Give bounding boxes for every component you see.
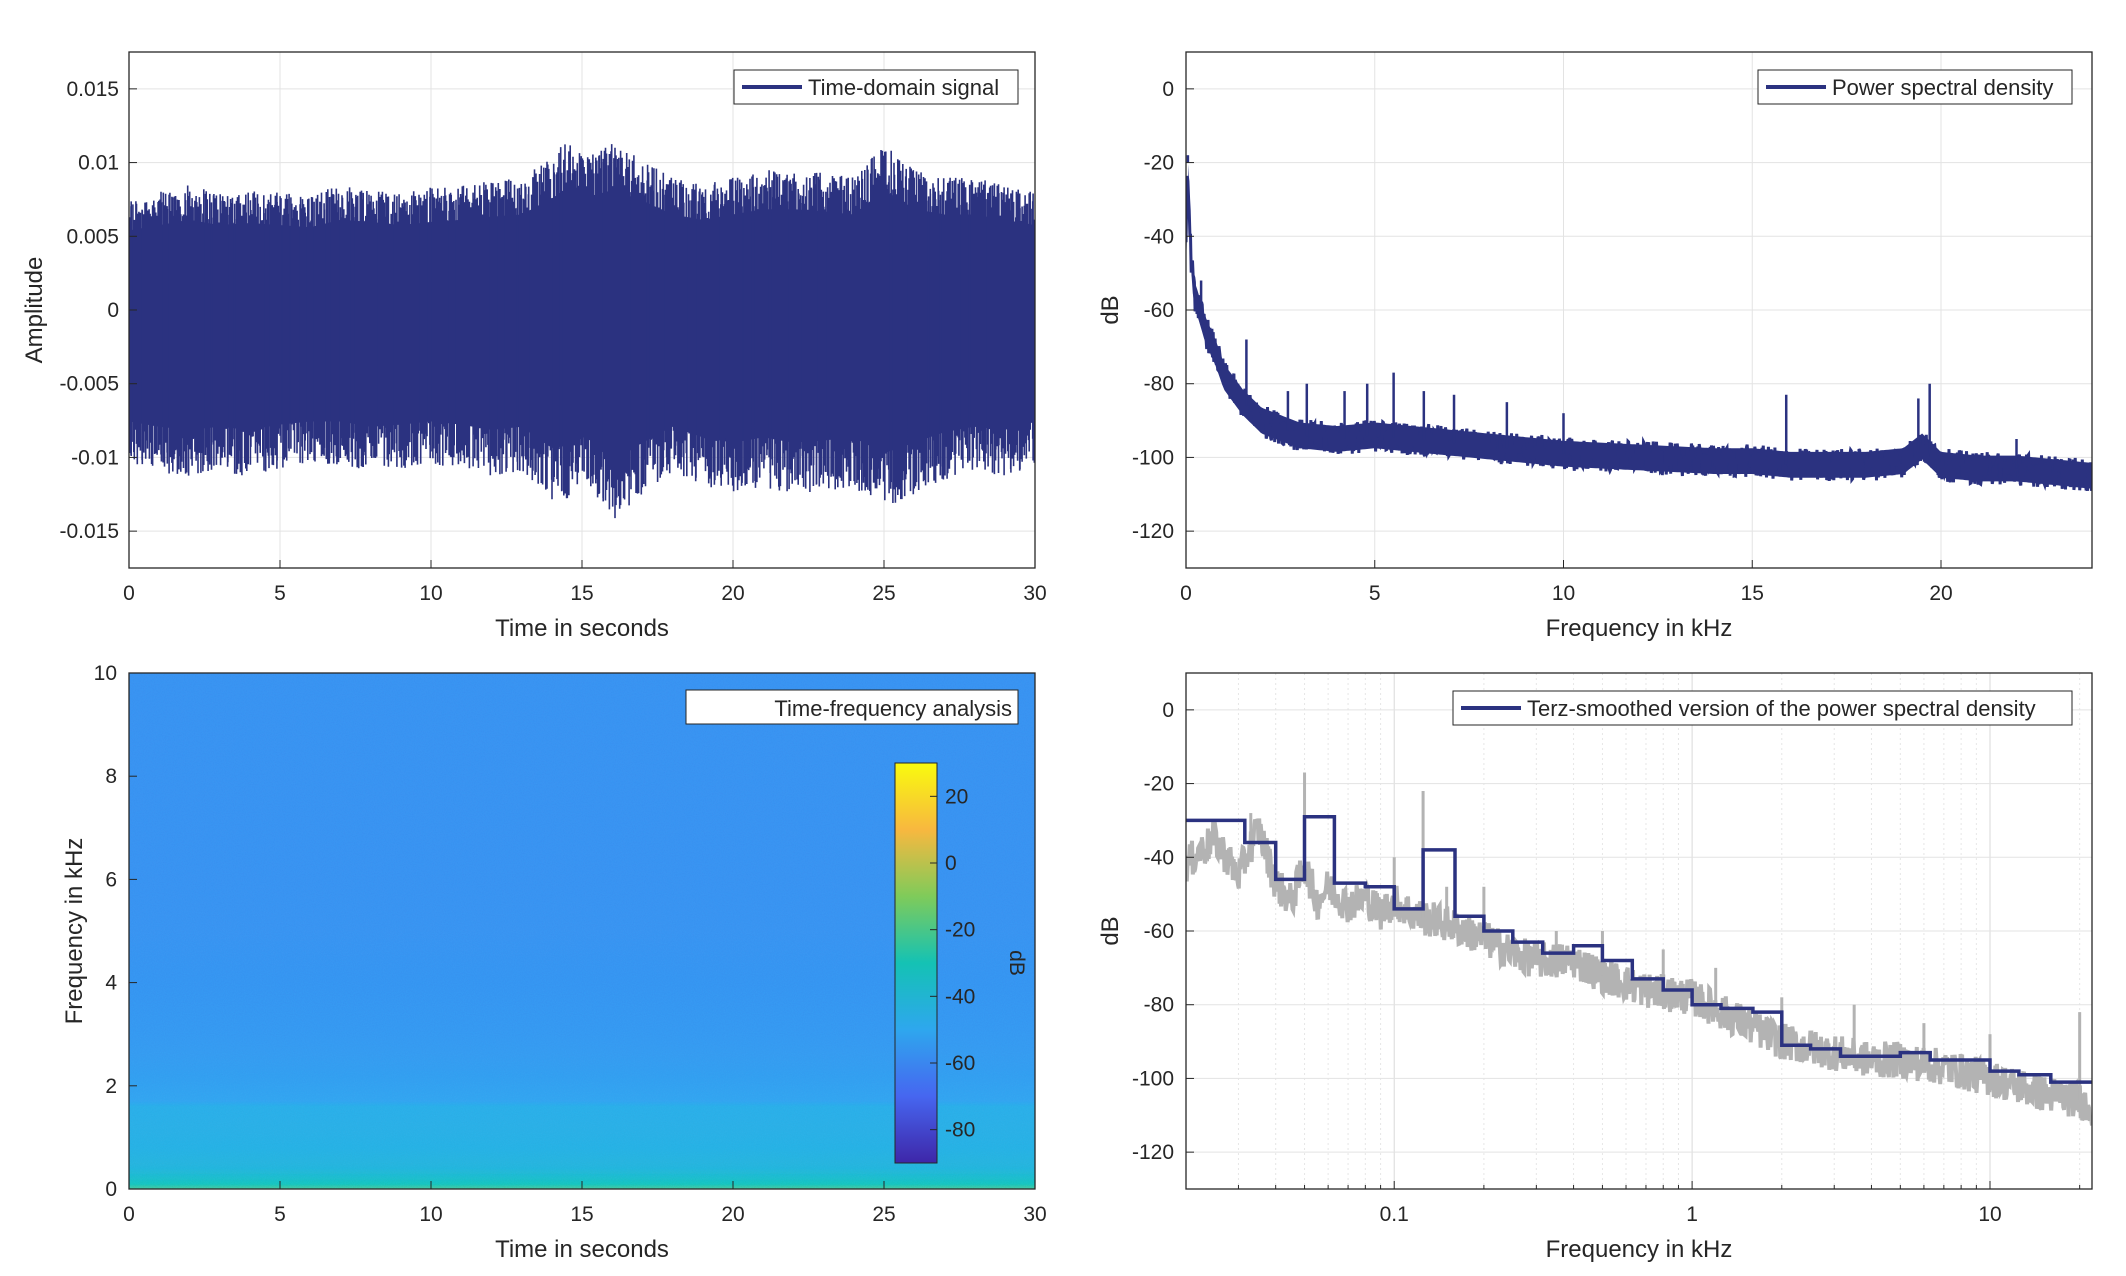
psd-ticks: 0 5 10 15 20 -120 -100 -80 -60 -40 -20 0 xyxy=(1132,78,1953,605)
time-domain-x-tick-label: 15 xyxy=(570,582,593,605)
psd-y-tick-label: -60 xyxy=(1144,299,1174,322)
terz-raw-psd-line xyxy=(1186,818,2092,1126)
psd-line xyxy=(1186,175,2092,492)
time-domain-y-tick-label: 0.01 xyxy=(78,152,119,175)
spectrogram-chart: 0 5 10 15 20 25 30 0 2 4 6 8 10 Time in seconds Freq… xyxy=(61,662,1047,1263)
colorbar-label: dB xyxy=(1005,950,1028,976)
spectrogram-legend: Time-frequency analysis xyxy=(685,689,1019,725)
terz-y-tick-label: -80 xyxy=(1144,994,1174,1017)
time-domain-ticks: 0 5 10 15 20 25 30 -0.015 -0.01 -0.005 0 0.005 0.01 0… xyxy=(59,78,1046,605)
terz-ticks: 0.1 1 10 -120 -100 -80 -60 -40 -20 0 xyxy=(1132,699,2081,1226)
spectrogram-y-tick-label: 10 xyxy=(94,662,117,685)
time-domain-y-tick-label: 0.015 xyxy=(66,78,119,101)
spectrogram-x-tick-label: 15 xyxy=(570,1203,593,1226)
time-domain-y-tick-label: 0.005 xyxy=(66,225,119,248)
spectrogram-ticks: 0 5 10 15 20 25 30 0 2 4 6 8 10 xyxy=(94,662,1047,1226)
spectrogram-x-tick-label: 25 xyxy=(872,1203,895,1226)
colorbar-gradient xyxy=(894,762,938,1164)
spectrogram-x-tick-label: 0 xyxy=(123,1203,135,1226)
psd-legend: Power spectral density xyxy=(1757,69,2073,105)
terz-x-tick-label: 1 xyxy=(1686,1203,1698,1226)
terz-y-tick-label: -40 xyxy=(1144,846,1174,869)
spectrogram-x-tick-label: 20 xyxy=(721,1203,744,1226)
terz-y-tick-label: -60 xyxy=(1144,920,1174,943)
psd-y-tick-label: -40 xyxy=(1144,225,1174,248)
terz-x-tick-label: 10 xyxy=(1978,1203,2001,1226)
terz-legend-label: Terz-smoothed version of the power spect… xyxy=(1527,696,2036,721)
psd-legend-label: Power spectral density xyxy=(1832,75,2053,100)
spectrogram-y-tick-label: 0 xyxy=(105,1178,117,1201)
psd-x-tick-label: 15 xyxy=(1741,582,1764,605)
colorbar-tick-label: 20 xyxy=(945,785,968,808)
time-domain-x-tick-label: 5 xyxy=(274,582,286,605)
time-domain-x-tick-label: 10 xyxy=(419,582,442,605)
time-domain-y-tick-label: 0 xyxy=(107,299,119,322)
terz-chart: 0.1 1 10 -120 -100 -80 -60 -40 -20 0 Frequency in… xyxy=(1097,672,2093,1263)
terz-y-tick-label: -20 xyxy=(1144,773,1174,796)
time-domain-signal-spikes xyxy=(129,144,1035,519)
psd-y-tick-label: 0 xyxy=(1162,78,1174,101)
colorbar: -80 -60 -40 -20 0 20 dB xyxy=(894,762,1028,1164)
time-domain-x-tick-label: 20 xyxy=(721,582,744,605)
colorbar-tick-label: -40 xyxy=(945,985,975,1008)
colorbar-tick-label: -80 xyxy=(945,1119,975,1142)
psd-y-tick-label: -100 xyxy=(1132,446,1174,469)
psd-chart: 0 5 10 15 20 -120 -100 -80 -60 -40 -20 0 Frequency … xyxy=(1097,51,2093,642)
spectrogram-y-tick-label: 8 xyxy=(105,765,117,788)
terz-y-tick-label: 0 xyxy=(1162,699,1174,722)
spectrogram-y-tick-label: 6 xyxy=(105,868,117,891)
colorbar-tick-label: 0 xyxy=(945,852,957,875)
time-domain-y-tick-label: -0.015 xyxy=(59,520,119,543)
psd-y-axis-label: dB xyxy=(1097,295,1124,324)
psd-x-tick-label: 0 xyxy=(1180,582,1192,605)
time-domain-signal-trace xyxy=(129,144,1035,519)
psd-y-tick-label: -120 xyxy=(1132,520,1174,543)
terz-x-axis-label: Frequency in kHz xyxy=(1546,1236,1733,1263)
spectrogram-heatmap xyxy=(129,673,1035,1189)
colorbar-tick-label: -60 xyxy=(945,1052,975,1075)
psd-x-axis-label: Frequency in kHz xyxy=(1546,615,1733,642)
terz-legend: Terz-smoothed version of the power spect… xyxy=(1452,690,2073,726)
spectrogram-x-tick-label: 5 xyxy=(274,1203,286,1226)
time-domain-x-tick-label: 0 xyxy=(123,582,135,605)
time-domain-x-axis-label: Time in seconds xyxy=(495,615,669,642)
colorbar-tick-label: -20 xyxy=(945,919,975,942)
terz-y-tick-label: -100 xyxy=(1132,1067,1174,1090)
psd-x-tick-label: 5 xyxy=(1369,582,1381,605)
time-domain-y-axis-label: Amplitude xyxy=(21,257,48,364)
spectrogram-x-axis-label: Time in seconds xyxy=(495,1236,669,1263)
colorbar-ticks: -80 -60 -40 -20 0 20 xyxy=(930,785,975,1142)
psd-spikes xyxy=(1186,155,2018,469)
psd-band xyxy=(1186,164,2092,489)
terz-y-tick-label: -120 xyxy=(1132,1141,1174,1164)
psd-x-tick-label: 10 xyxy=(1552,582,1575,605)
time-domain-chart: 0 5 10 15 20 25 30 -0.015 -0.01 -0.005 0 0.005 0.01 0… xyxy=(21,51,1047,642)
spectrogram-y-axis-label: Frequency in kHz xyxy=(61,838,88,1025)
time-domain-x-tick-label: 30 xyxy=(1023,582,1046,605)
spectrogram-y-tick-label: 2 xyxy=(105,1075,117,1098)
terz-smoothed-line xyxy=(1186,814,2092,1084)
spectrogram-x-tick-label: 30 xyxy=(1023,1203,1046,1226)
psd-y-tick-label: -20 xyxy=(1144,152,1174,175)
spectrogram-y-tick-label: 4 xyxy=(105,972,117,995)
terz-y-axis-label: dB xyxy=(1097,916,1124,945)
psd-y-tick-label: -80 xyxy=(1144,373,1174,396)
time-domain-y-tick-label: -0.01 xyxy=(71,446,119,469)
terz-x-tick-label: 0.1 xyxy=(1380,1203,1409,1226)
spectrogram-legend-label: Time-frequency analysis xyxy=(774,696,1012,721)
time-domain-y-tick-label: -0.005 xyxy=(59,373,119,396)
spectrogram-x-tick-label: 10 xyxy=(419,1203,442,1226)
psd-x-tick-label: 20 xyxy=(1929,582,1952,605)
time-domain-legend-label: Time-domain signal xyxy=(808,75,999,100)
time-domain-x-tick-label: 25 xyxy=(872,582,895,605)
time-domain-legend: Time-domain signal xyxy=(733,69,1019,105)
